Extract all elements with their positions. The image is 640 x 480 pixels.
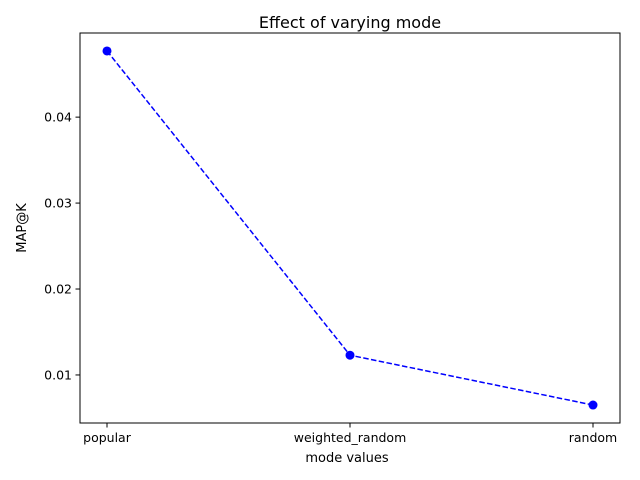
chart-marks [102,46,598,410]
y-axis: 0.01 0.02 0.03 0.04 [44,110,80,382]
chart-title: Effect of varying mode [259,13,441,32]
y-tick-label: 0.04 [44,110,72,125]
x-axis-label: mode values [305,451,389,466]
data-point-popular [102,46,112,56]
y-tick-label: 0.02 [44,282,72,297]
x-tick-label: weighted_random [294,430,407,445]
y-tick-label: 0.03 [44,196,72,211]
x-tick-label: popular [83,430,132,445]
plot-frame [79,32,621,424]
x-axis: popular weighted_random random [83,423,617,445]
plot-background [80,33,620,423]
y-tick-label: 0.01 [44,367,72,382]
x-tick-label: random [569,430,617,445]
y-axis-label: MAP@K [15,203,30,253]
data-point-random [588,400,598,410]
data-point-weighted_random [345,350,355,360]
